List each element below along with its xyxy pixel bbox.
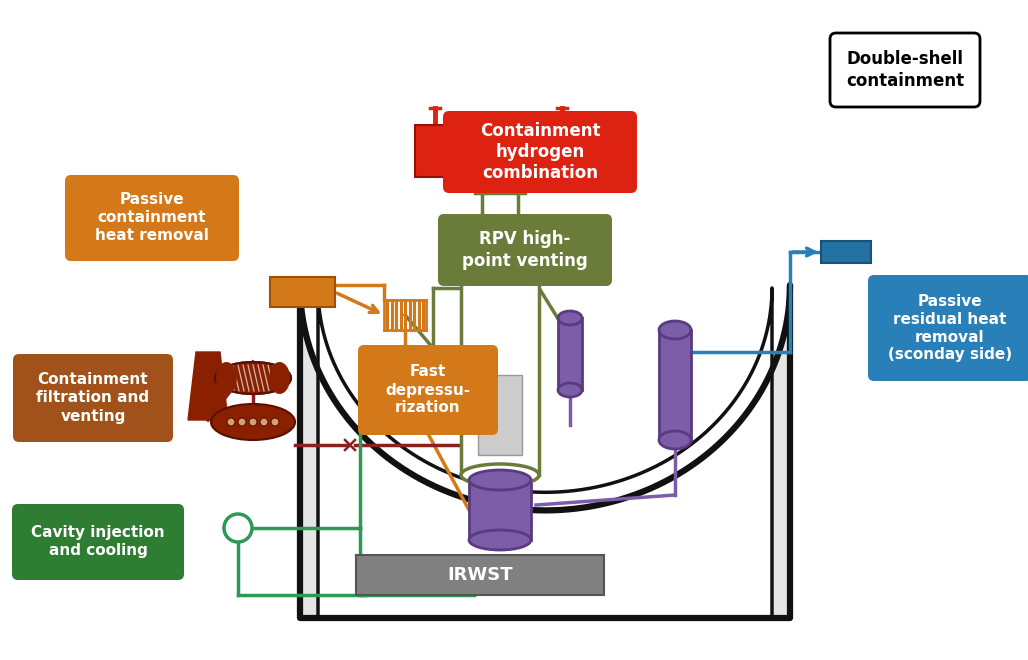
Bar (558, 318, 582, 390)
FancyBboxPatch shape (65, 175, 238, 261)
Polygon shape (318, 288, 772, 618)
Text: Cavity injection
and cooling: Cavity injection and cooling (31, 525, 164, 558)
Ellipse shape (461, 464, 539, 486)
Ellipse shape (558, 311, 582, 325)
Ellipse shape (469, 530, 531, 550)
Polygon shape (300, 285, 790, 618)
FancyBboxPatch shape (821, 241, 871, 263)
Text: Fast
depressu-
rization: Fast depressu- rization (386, 364, 471, 416)
Bar (469, 480, 531, 540)
Bar (478, 375, 522, 455)
Bar (477, 258, 487, 266)
FancyBboxPatch shape (868, 275, 1028, 381)
Bar (477, 242, 487, 250)
Bar (542, 125, 582, 177)
Circle shape (260, 418, 268, 426)
Ellipse shape (211, 404, 295, 440)
Bar (513, 242, 523, 250)
Text: IRWST: IRWST (447, 566, 513, 584)
Bar (514, 226, 522, 240)
Text: Passive
containment
heat removal: Passive containment heat removal (95, 193, 209, 244)
Ellipse shape (461, 224, 539, 252)
FancyBboxPatch shape (443, 111, 637, 193)
Bar (659, 330, 691, 440)
Bar (415, 125, 455, 177)
Ellipse shape (469, 470, 531, 490)
Bar (356, 555, 604, 595)
Ellipse shape (215, 362, 291, 394)
Bar (478, 226, 486, 240)
Text: Containment
filtration and
venting: Containment filtration and venting (36, 372, 149, 424)
Circle shape (227, 418, 235, 426)
Ellipse shape (558, 383, 582, 397)
Bar (513, 258, 523, 266)
Text: Passive
residual heat
removal
(sconday side): Passive residual heat removal (sconday s… (888, 294, 1012, 362)
Circle shape (238, 418, 246, 426)
Circle shape (224, 514, 252, 542)
Ellipse shape (216, 362, 236, 394)
Circle shape (249, 418, 257, 426)
Ellipse shape (269, 362, 290, 394)
FancyBboxPatch shape (830, 33, 980, 107)
Text: Double-shell
containment: Double-shell containment (846, 50, 964, 90)
Polygon shape (188, 352, 228, 420)
Ellipse shape (659, 431, 691, 449)
Ellipse shape (659, 321, 691, 339)
Text: Containment
hydrogen
combination: Containment hydrogen combination (480, 121, 600, 183)
FancyBboxPatch shape (13, 354, 173, 442)
Bar (269, 277, 334, 307)
FancyBboxPatch shape (12, 504, 184, 580)
FancyBboxPatch shape (358, 345, 498, 435)
Text: RPV high-
point venting: RPV high- point venting (463, 230, 588, 270)
FancyBboxPatch shape (438, 214, 612, 286)
Bar (461, 238, 539, 475)
Circle shape (271, 418, 279, 426)
